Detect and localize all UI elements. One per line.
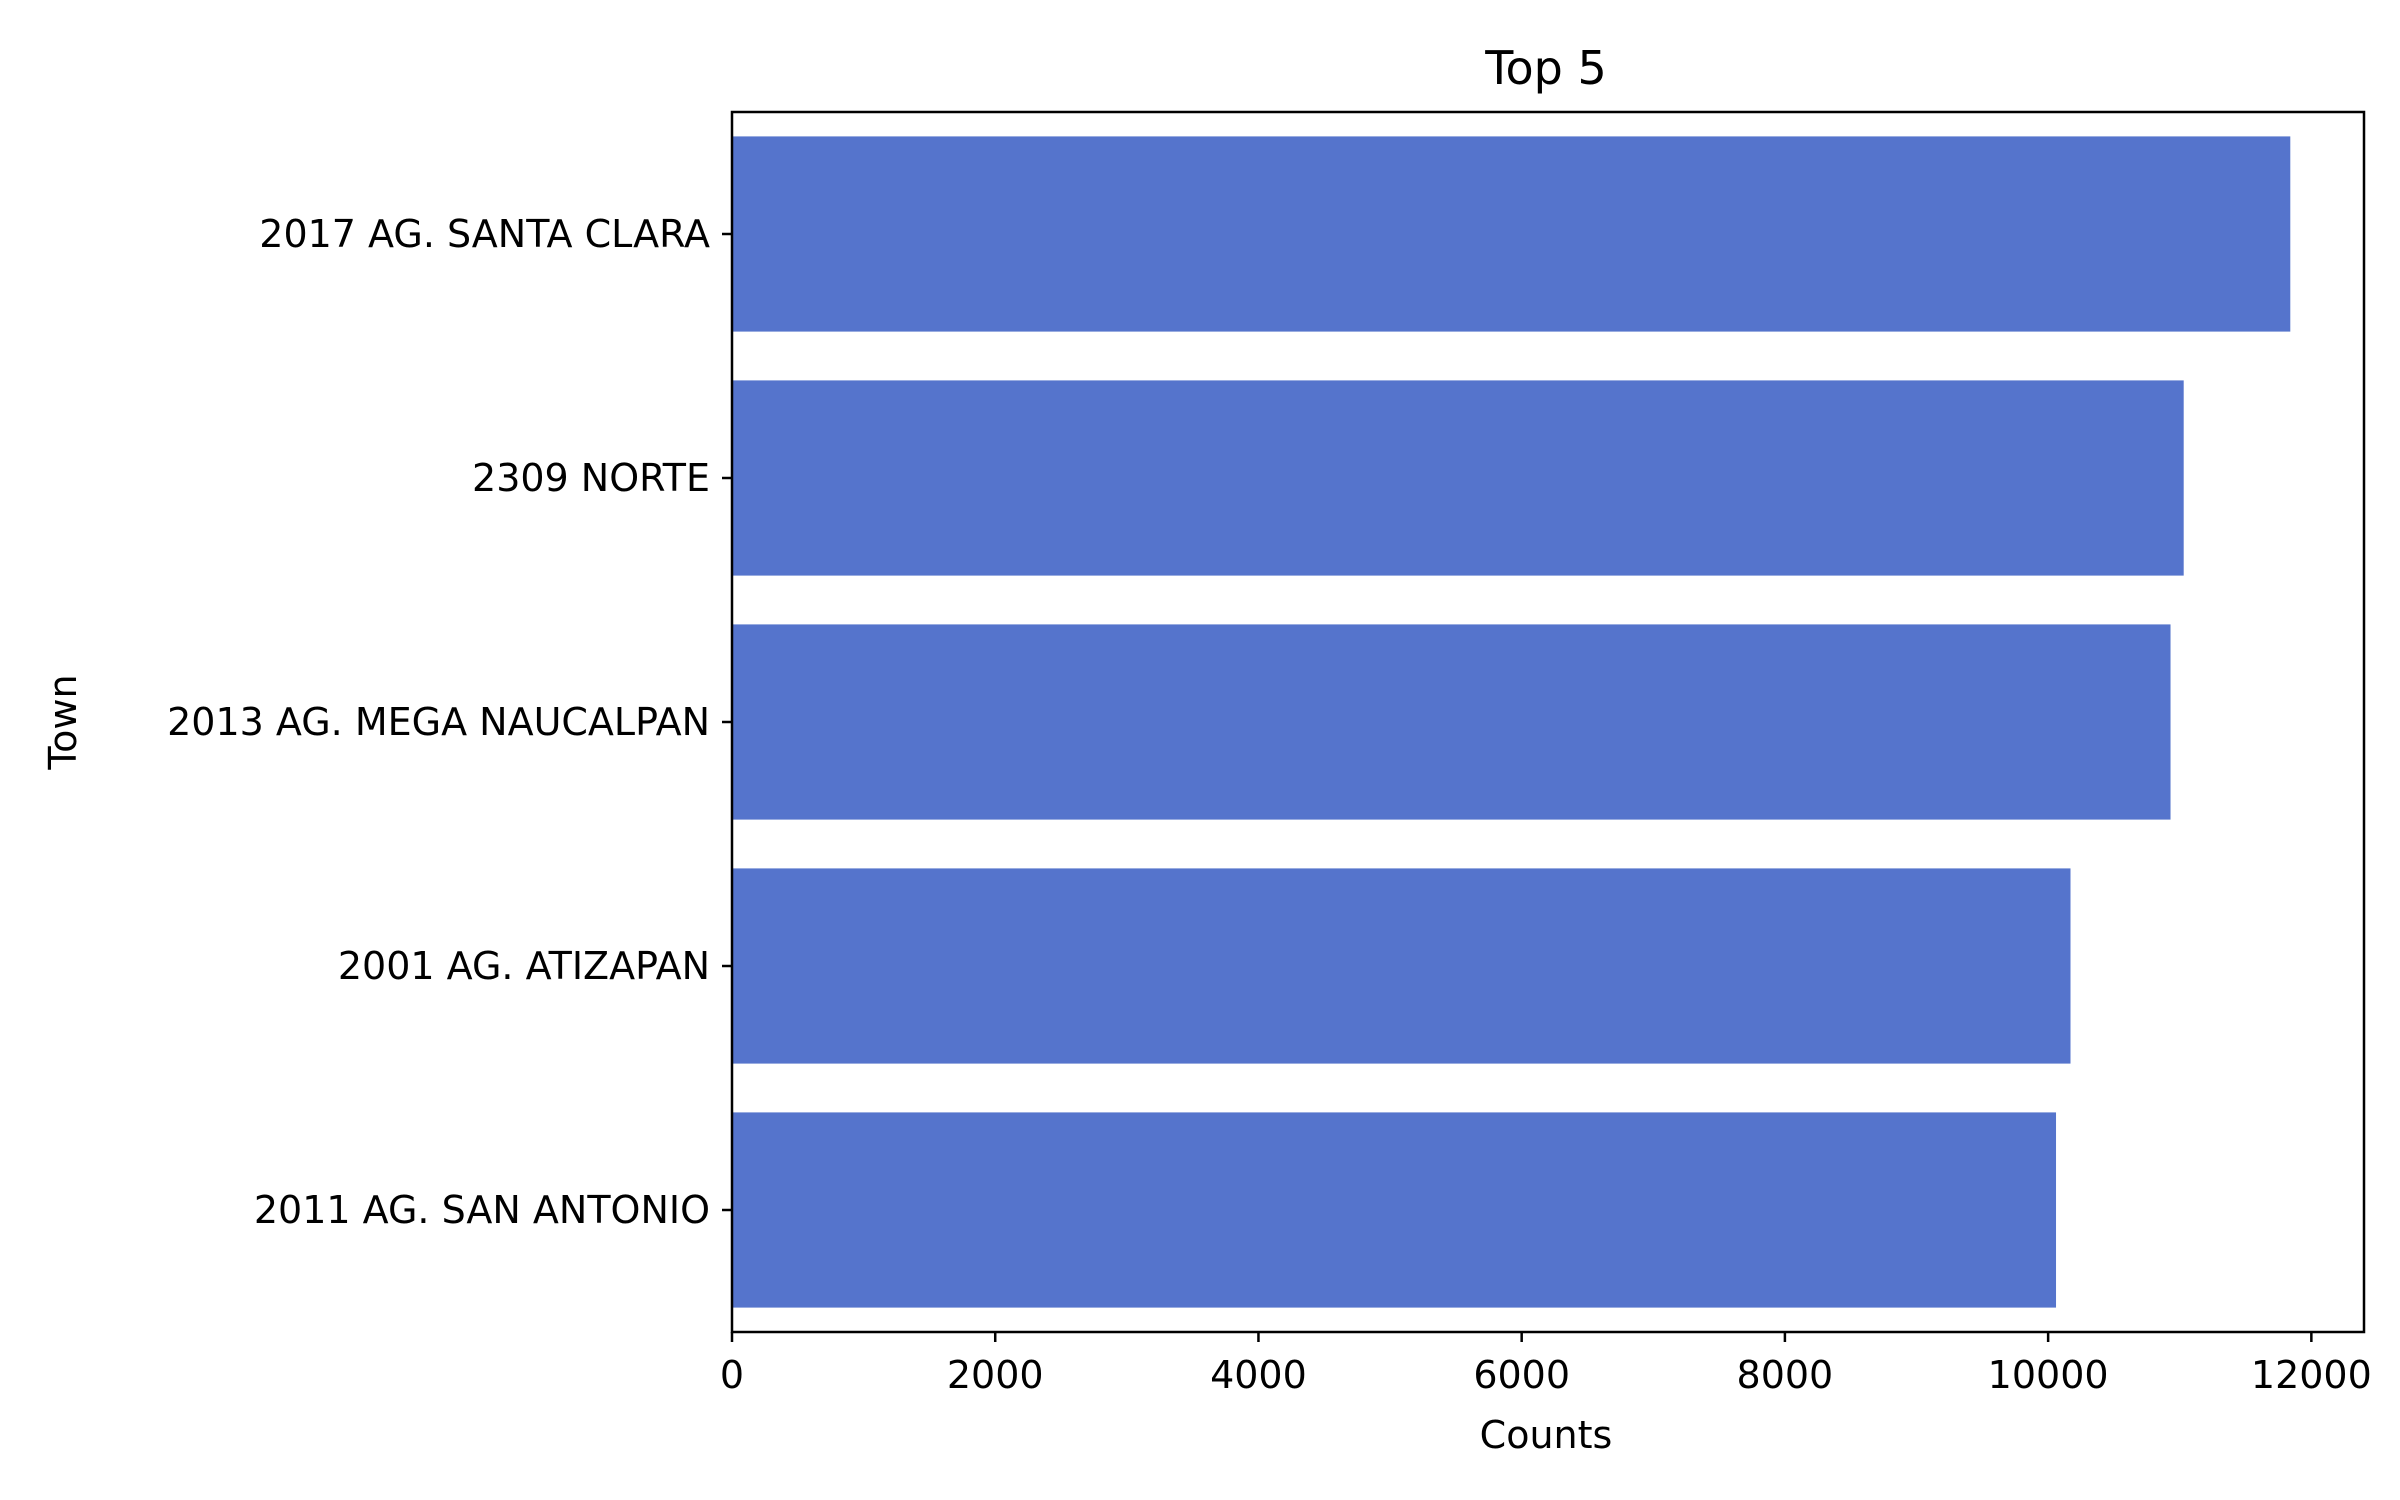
- y-ticks-group: 2017 AG. SANTA CLARA 2309 NORTE 2013 AG. M…: [167, 212, 732, 1232]
- x-tick-label: 6000: [1473, 1353, 1570, 1397]
- x-tick-label: 0: [720, 1353, 744, 1397]
- plot-frame: [730, 110, 2366, 1334]
- x-ticks-group: 0 2000 4000 6000 8000 10000 12000: [720, 1332, 2372, 1397]
- x-axis-label: Counts: [1480, 1413, 1613, 1457]
- y-tick-label: 2001 AG. ATIZAPAN: [338, 944, 710, 988]
- bar: [732, 380, 2184, 576]
- bars-group: [732, 136, 2291, 1308]
- y-tick-label: 2013 AG. MEGA NAUCALPAN: [167, 700, 710, 744]
- x-tick-label: 2000: [947, 1353, 1044, 1397]
- chart-title: Top 5: [1484, 41, 1607, 95]
- y-axis-label: Town: [41, 674, 85, 770]
- x-tick-label: 10000: [1988, 1353, 2109, 1397]
- x-tick-label: 4000: [1210, 1353, 1307, 1397]
- bar: [732, 1112, 2057, 1308]
- y-tick-label: 2309 NORTE: [472, 456, 710, 500]
- bar: [732, 868, 2071, 1064]
- bar: [732, 136, 2291, 332]
- x-tick-label: 8000: [1737, 1353, 1834, 1397]
- y-tick-label: 2011 AG. SAN ANTONIO: [254, 1188, 710, 1232]
- bar: [732, 624, 2171, 820]
- y-tick-label: 2017 AG. SANTA CLARA: [259, 212, 710, 256]
- x-tick-label: 12000: [2251, 1353, 2372, 1397]
